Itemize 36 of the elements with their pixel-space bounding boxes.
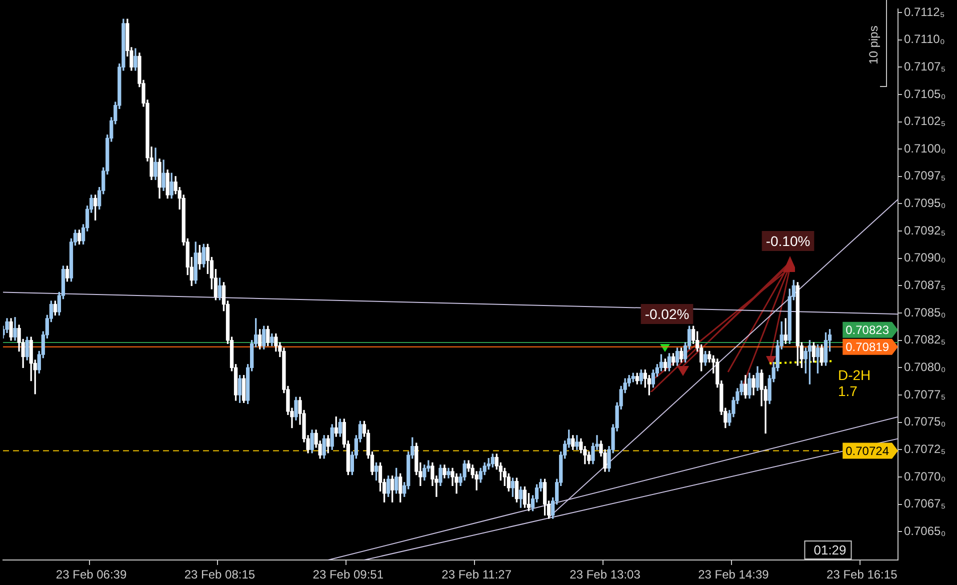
y-tick-label: 0.7067₅ (904, 496, 946, 511)
y-tick-label: 0.7070₀ (904, 469, 946, 484)
y-tick-label: 0.7102₅ (904, 114, 946, 128)
y-tick-label: 0.7085₀ (904, 305, 946, 320)
y-tick-label: 0.7105₀ (904, 86, 946, 101)
y-tick-label: 0.7092₅ (904, 223, 946, 238)
y-tick-label: 0.7080₀ (904, 360, 946, 374)
y-tick-label: 0.7107₅ (904, 59, 946, 74)
annotation: -0.10% (766, 232, 810, 249)
ref-line-label: 0.70823 (846, 323, 890, 338)
y-tick-label: 0.7065₀ (904, 524, 946, 538)
annotation: 1.7 (838, 382, 858, 399)
y-tick-label: 0.7075₀ (904, 414, 946, 429)
y-tick-label: 0.7100₀ (904, 141, 946, 156)
x-tick-label: 23 Feb 09:51 (312, 568, 384, 582)
annotation: D-2H (838, 366, 871, 383)
y-tick-label: 0.7095₀ (904, 196, 946, 210)
x-tick-label: 23 Feb 11:27 (442, 568, 512, 582)
x-tick-label: 23 Feb 14:39 (698, 568, 770, 582)
y-tick-label: 0.7087₅ (904, 278, 946, 292)
annotation: -0.02% (644, 306, 690, 322)
x-tick-label: 23 Feb 13:03 (570, 568, 641, 582)
x-tick-label: 23 Feb 08:15 (184, 568, 256, 582)
y-tick-label: 0.7112₅ (904, 4, 945, 19)
y-tick-label: 0.7082₅ (904, 332, 946, 347)
annotation: 10 pips (866, 26, 880, 64)
x-tick-label: 23 Feb 16:15 (826, 568, 898, 582)
ref-line-label: 0.70819 (846, 340, 890, 354)
y-tick-label: 0.7097₅ (904, 168, 946, 183)
y-tick-label: 0.7090₀ (904, 250, 946, 265)
y-tick-label: 0.7072₅ (904, 442, 946, 456)
ref-line-label: 0.70724 (846, 444, 890, 458)
y-tick-label: 0.7110₀ (904, 32, 945, 46)
annotation: 01:29 (814, 542, 846, 558)
x-tick-label: 23 Feb 06:39 (56, 568, 127, 582)
y-tick-label: 0.7077₅ (904, 387, 946, 402)
